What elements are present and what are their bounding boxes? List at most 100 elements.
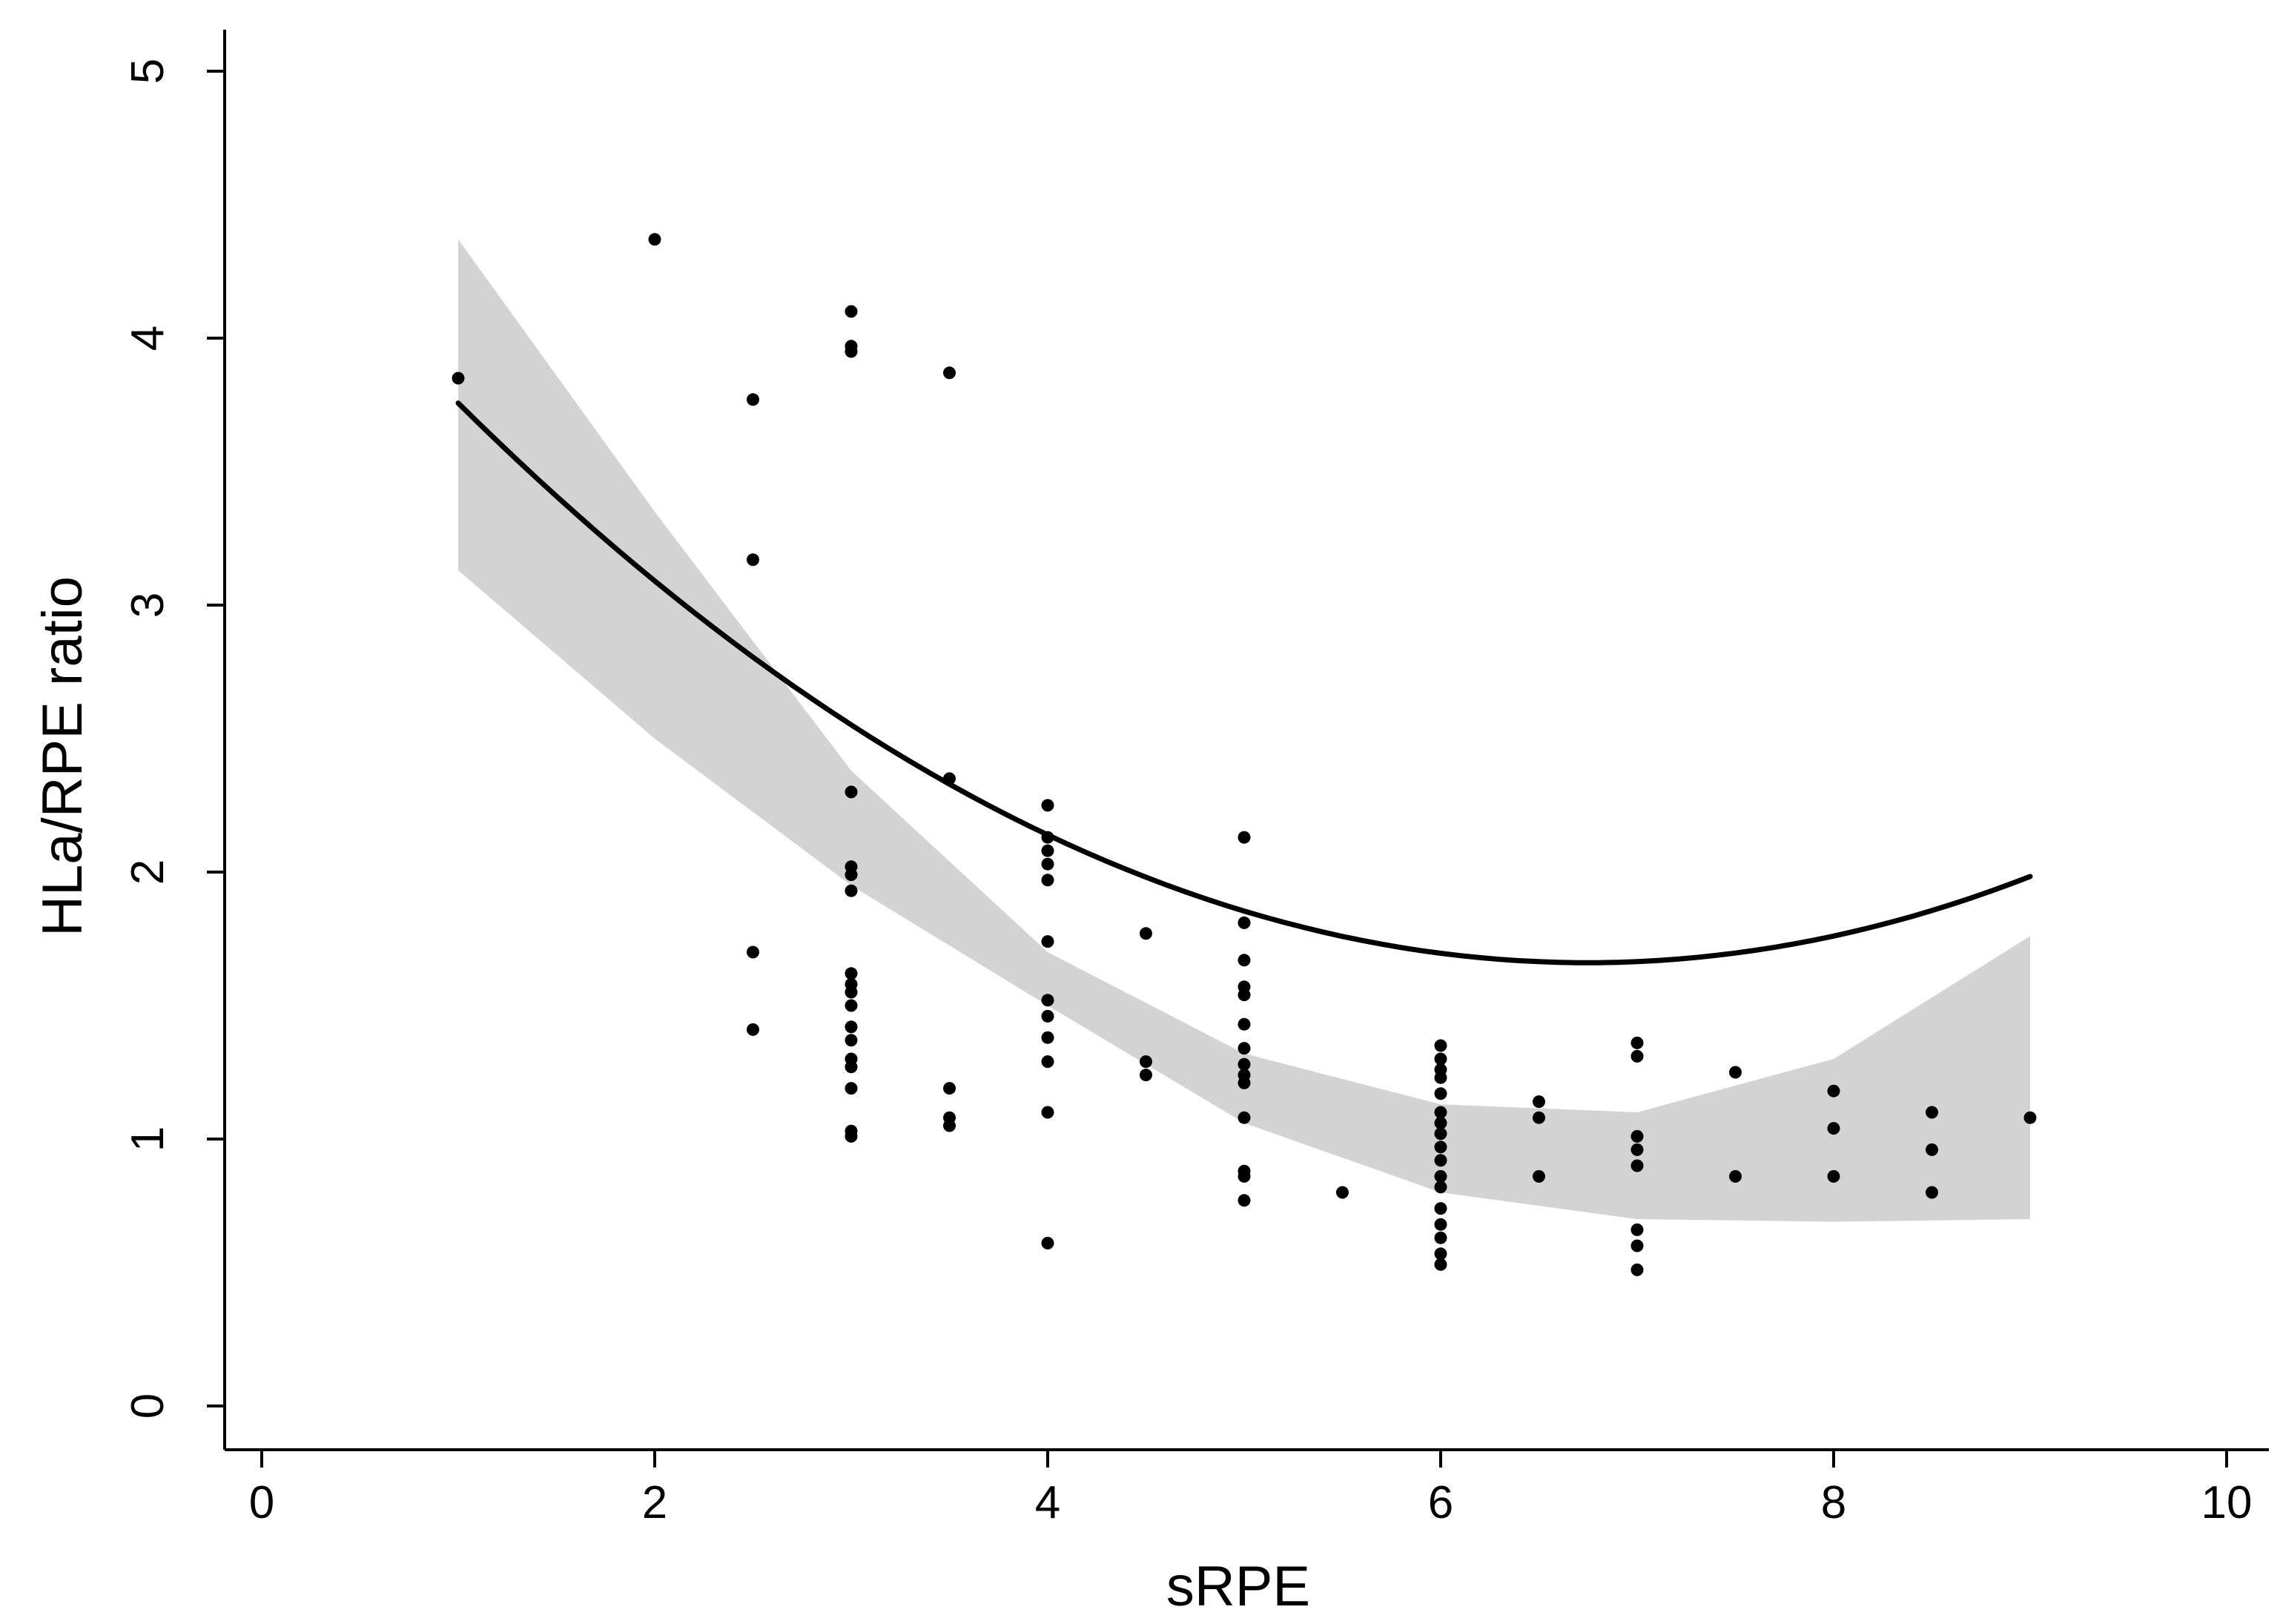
data-point-26 [943,1082,956,1095]
data-point-50 [1238,1042,1251,1055]
data-point-80 [1630,1049,1644,1063]
data-point-11 [845,868,858,882]
data-point-16 [845,999,858,1012]
data-point-8 [845,345,858,358]
data-point-20 [845,1060,858,1074]
data-point-36 [1041,1009,1054,1023]
data-point-79 [1630,1036,1644,1049]
y-tick-label-2: 2 [122,859,174,885]
data-point-62 [1434,1071,1447,1084]
data-point-66 [1434,1127,1447,1141]
data-point-0 [452,372,465,385]
data-point-42 [1140,1055,1152,1069]
data-point-38 [1041,1055,1054,1069]
data-point-41 [1140,927,1152,940]
x-tick-label-3: 6 [1428,1477,1453,1528]
data-point-93 [1926,1143,1938,1156]
data-point-40 [1041,1236,1054,1250]
data-point-77 [1533,1111,1545,1124]
x-tick-label-1: 2 [642,1477,667,1528]
data-point-35 [1041,994,1054,1007]
data-point-46 [1238,954,1251,967]
data-point-5 [747,1023,759,1036]
data-point-94 [1926,1186,1938,1199]
data-point-23 [845,1129,858,1143]
x-axis-title: sRPE [1166,1555,1310,1618]
data-points [452,233,2037,1276]
data-point-31 [1041,844,1054,857]
data-point-32 [1041,857,1054,871]
data-point-1 [648,233,661,246]
data-point-67 [1434,1141,1447,1154]
data-point-95 [2023,1111,2037,1124]
data-point-89 [1827,1084,1840,1097]
data-point-70 [1434,1181,1447,1194]
data-point-53 [1238,1076,1251,1089]
axes: 0 2 4 6 8 10 0 1 2 3 4 5 [122,30,2269,1528]
data-point-9 [845,785,858,799]
data-point-59 [1434,1039,1447,1052]
y-axis-title: HLa/RPE ratio [31,576,94,937]
data-point-15 [845,986,858,999]
data-point-43 [1140,1069,1152,1082]
data-point-56 [1238,1169,1251,1183]
data-point-24 [943,366,956,380]
data-point-88 [1729,1169,1742,1183]
data-point-28 [943,1119,956,1132]
data-point-3 [747,553,759,567]
data-point-39 [1041,1106,1054,1119]
data-point-87 [1729,1066,1742,1079]
data-point-73 [1434,1231,1447,1244]
fit-curve [455,400,2033,966]
data-point-69 [1434,1169,1447,1183]
data-point-83 [1630,1159,1644,1172]
data-point-49 [1238,1017,1251,1031]
data-point-82 [1630,1143,1644,1156]
data-point-78 [1533,1169,1545,1183]
data-point-6 [845,305,858,318]
data-point-72 [1434,1218,1447,1231]
y-tick-label-5: 5 [122,59,174,84]
data-point-81 [1630,1129,1644,1143]
data-point-34 [1041,935,1054,948]
x-tick-label-5: 10 [2201,1477,2253,1528]
data-point-71 [1434,1202,1447,1215]
data-point-45 [1238,916,1251,929]
x-tick-label-0: 0 [249,1477,274,1528]
data-point-17 [845,1020,858,1034]
data-point-54 [1238,1111,1251,1124]
y-tick-label-0: 0 [122,1393,174,1419]
data-point-84 [1630,1223,1644,1236]
data-point-58 [1336,1186,1349,1199]
data-point-74 [1434,1247,1447,1261]
x-tick-label-2: 4 [1035,1477,1060,1528]
data-point-60 [1434,1052,1447,1066]
data-point-2 [747,393,759,406]
x-tick-label-4: 8 [1821,1477,1846,1528]
data-point-65 [1434,1116,1447,1129]
data-point-33 [1041,874,1054,887]
data-point-75 [1434,1258,1447,1271]
y-tick-label-3: 3 [122,593,174,618]
data-point-91 [1827,1169,1840,1183]
data-point-13 [845,967,858,980]
data-point-86 [1630,1263,1644,1276]
data-point-18 [845,1034,858,1047]
data-point-64 [1434,1106,1447,1119]
data-point-76 [1533,1095,1545,1109]
data-point-12 [845,884,858,897]
data-point-57 [1238,1194,1251,1207]
y-tick-label-1: 1 [122,1126,174,1152]
data-point-51 [1238,1057,1251,1071]
data-point-92 [1926,1106,1938,1119]
confidence-band [458,239,2030,1222]
data-point-85 [1630,1239,1644,1252]
data-point-29 [1041,799,1054,812]
data-point-48 [1238,988,1251,1002]
data-point-44 [1238,831,1251,844]
data-point-21 [845,1082,858,1095]
data-point-63 [1434,1087,1447,1100]
data-point-68 [1434,1154,1447,1167]
data-point-37 [1041,1031,1054,1044]
